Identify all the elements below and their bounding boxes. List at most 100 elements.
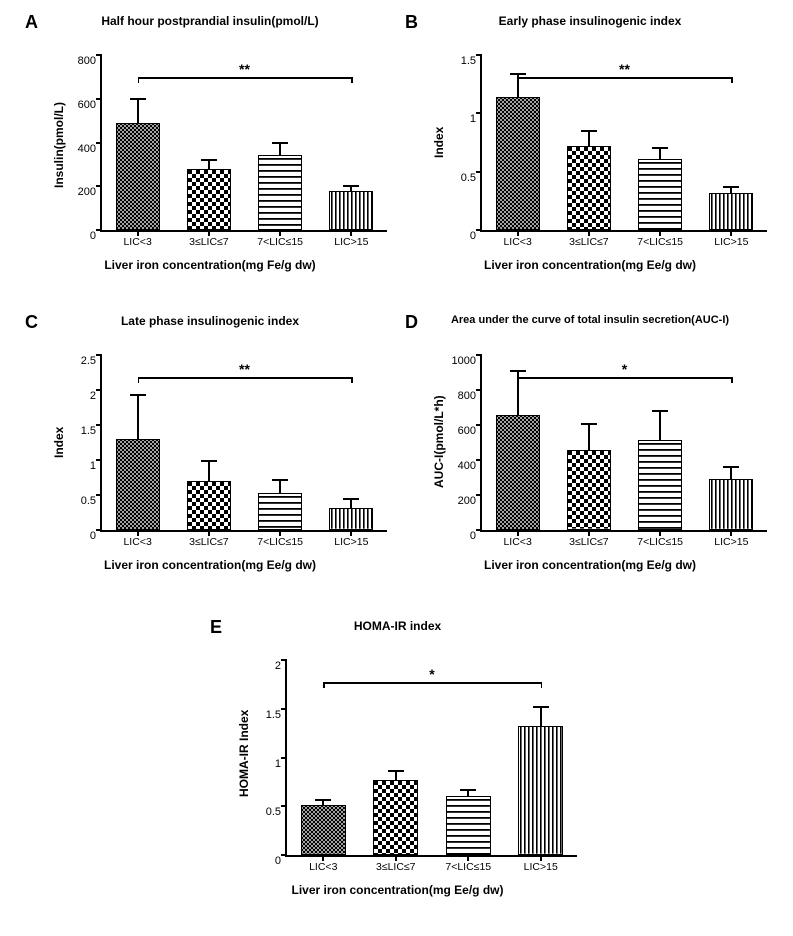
significance-marker: ** (239, 361, 250, 377)
x-tick-mark (730, 530, 732, 536)
y-tick-label: 1.5 (266, 709, 287, 721)
error-cap (130, 394, 146, 396)
x-axis-label: Liver iron concentration(mg Ee/g dw) (20, 558, 400, 572)
y-tick-label: 2.5 (81, 355, 102, 367)
bar (709, 479, 753, 530)
error-cap (581, 130, 597, 132)
y-tick-label: 1000 (452, 355, 482, 367)
error-cap (581, 423, 597, 425)
x-axis-label: Liver iron concentration(mg Ee/g dw) (400, 258, 780, 272)
significance-tick (518, 77, 520, 83)
y-tick-label: 0.5 (81, 495, 102, 507)
error-bar (279, 143, 281, 155)
error-cap (533, 706, 549, 708)
bar (638, 440, 682, 530)
error-cap (343, 498, 359, 500)
y-tick-mark (96, 142, 102, 144)
x-tick-mark (540, 855, 542, 861)
plot-area: 00.511.522.5LIC<33≤LIC≤77<LIC≤15LIC>15** (100, 355, 387, 532)
error-bar (730, 467, 732, 479)
error-cap (130, 98, 146, 100)
x-tick-mark (588, 530, 590, 536)
bar (567, 146, 611, 230)
y-tick-mark (281, 659, 287, 661)
y-tick-mark (96, 459, 102, 461)
y-tick-mark (476, 459, 482, 461)
x-axis-label: Liver iron concentration(mg Ee/g dw) (205, 883, 590, 897)
error-cap (652, 147, 668, 149)
y-tick-mark (96, 494, 102, 496)
error-cap (460, 789, 476, 791)
error-bar (137, 99, 139, 123)
significance-tick (518, 377, 520, 383)
error-cap (723, 466, 739, 468)
y-tick-mark (96, 389, 102, 391)
y-tick-label: 1.5 (461, 55, 482, 67)
error-cap (272, 142, 288, 144)
bar (518, 726, 563, 855)
y-tick-label: 200 (78, 186, 102, 198)
significance-marker: * (622, 361, 627, 377)
bar (301, 805, 346, 855)
error-bar (350, 499, 352, 508)
x-tick-mark (279, 530, 281, 536)
y-tick-mark (476, 54, 482, 56)
error-bar (659, 148, 661, 159)
x-tick-mark (467, 855, 469, 861)
significance-tick (731, 377, 733, 383)
y-tick-mark (96, 424, 102, 426)
error-cap (723, 186, 739, 188)
bar (187, 169, 231, 230)
significance-line (518, 77, 732, 79)
bar (709, 193, 753, 230)
error-cap (315, 799, 331, 801)
bar (496, 97, 540, 230)
x-tick-mark (730, 230, 732, 236)
bar (638, 159, 682, 230)
bar (567, 450, 611, 530)
y-tick-mark (281, 805, 287, 807)
y-tick-mark (96, 54, 102, 56)
panel-c: CLate phase insulinogenic index00.511.52… (20, 310, 400, 590)
bar (258, 155, 302, 230)
x-axis-label: Liver iron concentration(mg Fe/g dw) (20, 258, 400, 272)
bar (373, 780, 418, 855)
figure: AHalf hour postprandial insulin(pmol/L)0… (0, 0, 793, 936)
x-tick-mark (208, 230, 210, 236)
error-cap (510, 370, 526, 372)
significance-tick (351, 77, 353, 83)
significance-tick (138, 377, 140, 383)
x-tick-mark (517, 530, 519, 536)
panel-e: EHOMA-IR index00.511.52LIC<33≤LIC≤77<LIC… (205, 615, 590, 915)
significance-marker: * (429, 666, 434, 682)
y-tick-label: 600 (78, 99, 102, 111)
panel-title: Area under the curve of total insulin se… (400, 314, 780, 326)
panel-b: BEarly phase insulinogenic index00.511.5… (400, 10, 780, 290)
y-tick-mark (476, 424, 482, 426)
y-tick-label: 2 (90, 390, 102, 402)
y-tick-label: 0 (90, 530, 102, 542)
panel-title: HOMA-IR index (205, 619, 590, 633)
x-tick-mark (322, 855, 324, 861)
y-axis-label: Index (432, 126, 446, 157)
y-tick-label: 0.5 (266, 806, 287, 818)
y-tick-mark (476, 494, 482, 496)
y-tick-mark (476, 354, 482, 356)
significance-line (518, 377, 732, 379)
y-tick-mark (281, 854, 287, 856)
y-tick-label: 0 (90, 230, 102, 242)
y-tick-label: 800 (78, 55, 102, 67)
error-cap (343, 185, 359, 187)
significance-marker: ** (619, 61, 630, 77)
y-tick-label: 0.5 (461, 172, 482, 184)
x-tick-mark (659, 230, 661, 236)
significance-tick (351, 377, 353, 383)
x-tick-mark (659, 530, 661, 536)
y-tick-label: 0 (470, 230, 482, 242)
x-tick-mark (350, 230, 352, 236)
y-tick-label: 1.5 (81, 425, 102, 437)
y-tick-label: 800 (458, 390, 482, 402)
y-tick-label: 400 (458, 460, 482, 472)
y-tick-label: 600 (458, 425, 482, 437)
bar (329, 191, 373, 230)
